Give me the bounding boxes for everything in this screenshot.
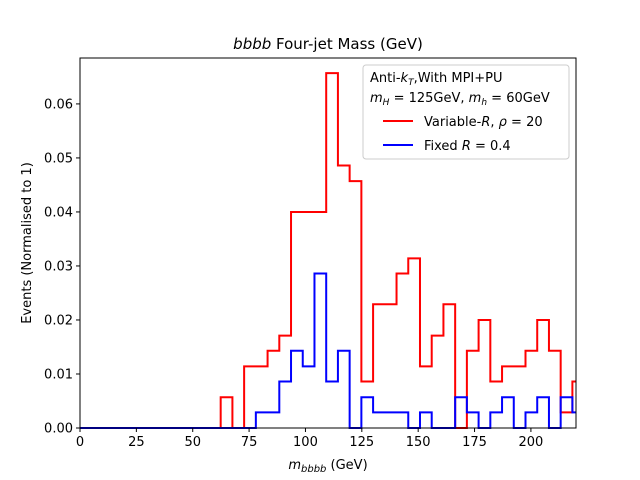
y-tick-label: 0.04 [44, 205, 73, 220]
y-tick-label: 0.00 [44, 422, 73, 437]
legend-header-line2: mH = 125GeV, mh = 60GeV [370, 91, 550, 108]
axes-frame [79, 57, 577, 429]
legend-header-line1: Anti-kT,With MPI+PU [370, 71, 503, 88]
x-tick-label: 75 [241, 435, 258, 450]
y-tick-label: 0.01 [44, 367, 73, 382]
x-tick-label: 0 [76, 435, 84, 450]
y-tick-label: 0.03 [44, 259, 73, 274]
y-tick-label: 0.02 [44, 313, 73, 328]
x-tick-label: 100 [293, 435, 318, 450]
x-tick-label: 125 [349, 435, 374, 450]
x-axis-label: mbbbb (GeV) [288, 458, 367, 475]
chart-title: bbbb Four-jet Mass (GeV) [233, 35, 423, 53]
legend-label-variable-r: Variable-R, ρ = 20 [424, 115, 543, 130]
y-axis-ticks: 0.00 0.01 0.02 0.03 0.04 0.05 0.06 [44, 97, 80, 437]
x-tick-label: 175 [462, 435, 487, 450]
x-tick-label: 25 [128, 435, 145, 450]
chart-title-rest: Four-jet Mass (GeV) [271, 35, 423, 53]
x-axis-ticks: 0 25 50 75 100 125 150 175 200 [76, 428, 543, 450]
legend-box [362, 64, 570, 160]
x-tick-label: 150 [406, 435, 431, 450]
y-tick-label: 0.06 [44, 97, 73, 112]
legend: Anti-kT,With MPI+PU mH = 125GeV, mh = 60… [362, 64, 570, 160]
y-axis-label: Events (Normalised to 1) [20, 162, 35, 324]
y-tick-label: 0.05 [44, 151, 73, 166]
legend-label-fixed-r: Fixed R = 0.4 [424, 139, 511, 154]
x-tick-label: 200 [518, 435, 543, 450]
x-tick-label: 50 [184, 435, 201, 450]
chart-title-italic: bbbb [233, 35, 271, 53]
